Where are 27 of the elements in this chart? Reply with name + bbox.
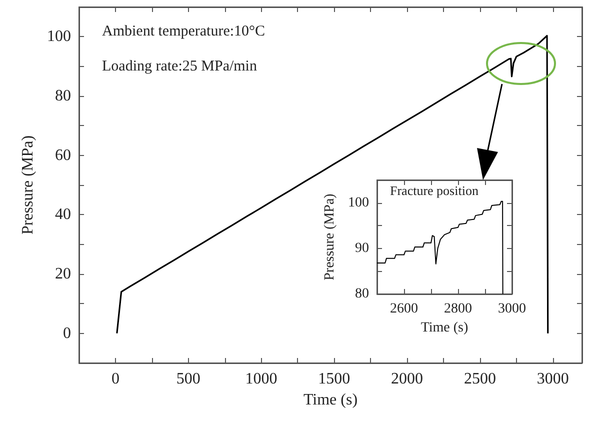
y-tick-label: 80 bbox=[355, 286, 369, 302]
x-tick-label: 0 bbox=[111, 370, 120, 388]
x-tick-label: 500 bbox=[176, 370, 200, 388]
x-tick-label: 2600 bbox=[390, 302, 418, 316]
x-axis-title: Time (s) bbox=[303, 391, 358, 408]
x-tick-label: 1500 bbox=[318, 370, 350, 388]
y-tick-label: 20 bbox=[55, 266, 71, 282]
annotation: Ambient temperature:10°C bbox=[102, 24, 266, 40]
y-tick-label: 100 bbox=[47, 28, 71, 46]
y-axis-title: Pressure (MPa) bbox=[322, 193, 338, 280]
y-tick-label: 100 bbox=[348, 195, 369, 210]
y-tick-label: 60 bbox=[55, 146, 71, 164]
x-tick-label: 2000 bbox=[391, 370, 424, 388]
x-tick-label: 2500 bbox=[464, 370, 496, 388]
y-tick-label: 80 bbox=[55, 88, 71, 104]
annotation: Fracture position bbox=[390, 183, 479, 198]
annotation: Loading rate:25 MPa/min bbox=[102, 58, 258, 74]
line-series bbox=[376, 200, 504, 294]
y-tick-label: 40 bbox=[55, 206, 71, 224]
x-axis-title: Time (s) bbox=[420, 320, 468, 336]
x-tick-label: 1000 bbox=[245, 370, 278, 388]
x-tick-label: 2800 bbox=[444, 302, 472, 316]
x-tick-label: 3000 bbox=[498, 302, 526, 316]
y-tick-label: 90 bbox=[355, 240, 369, 256]
x-tick-label: 3000 bbox=[536, 370, 569, 388]
y-axis-title: Pressure (MPa) bbox=[20, 135, 37, 235]
y-tick-label: 0 bbox=[63, 324, 71, 342]
